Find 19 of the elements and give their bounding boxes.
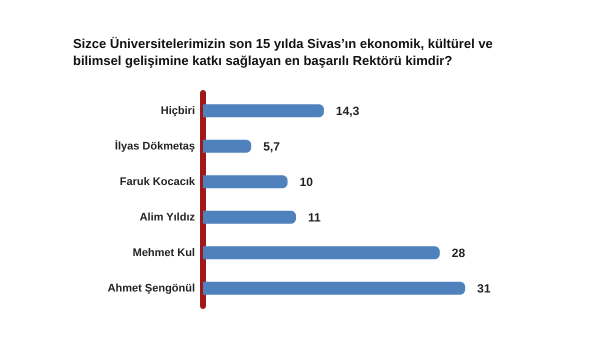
data-label: 5,7 bbox=[263, 139, 280, 154]
bar bbox=[203, 175, 288, 188]
bar bbox=[203, 140, 252, 153]
data-label: 31 bbox=[477, 281, 491, 296]
data-label: 11 bbox=[308, 210, 322, 224]
y-tick-label: Hiçbiri bbox=[160, 104, 195, 117]
bar bbox=[203, 246, 440, 260]
bar bbox=[203, 282, 466, 295]
bar bbox=[203, 104, 324, 118]
data-label: 28 bbox=[452, 246, 466, 260]
chart-title: Sizce Üniversitelerimizin son 15 yılda Sivas’ın ekonomik, kültürel ve bilimsel gelişimine katkı sağlayan en başarılı Rektörü kimdir? bbox=[73, 36, 496, 68]
y-tick-label: Mehmet Kul bbox=[132, 246, 195, 259]
data-label: 10 bbox=[300, 174, 314, 189]
bar bbox=[203, 210, 296, 224]
y-tick-label: İlyas Dökmetaş bbox=[114, 139, 195, 152]
data-label: 14,3 bbox=[336, 104, 360, 118]
y-tick-label: Faruk Kocacık bbox=[120, 176, 196, 188]
y-tick-label: Alim Yıldız bbox=[140, 211, 196, 224]
y-tick-label: Ahmet Şengönül bbox=[108, 282, 195, 294]
